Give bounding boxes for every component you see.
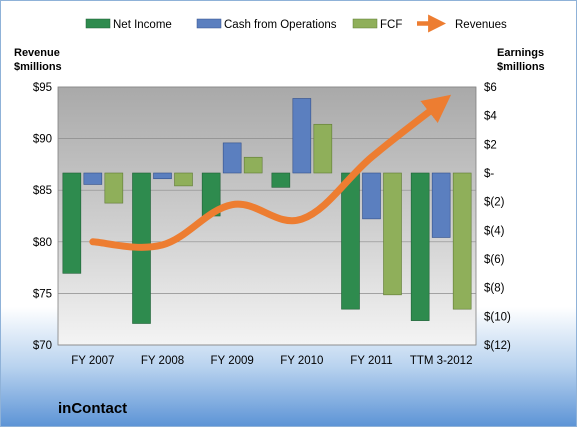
left-tick-label: $90	[33, 134, 52, 146]
right-axis-ticks: $6 $4 $2 $- $(2) $(4) $(6) $(8) $(10) $(12)	[484, 82, 511, 352]
right-tick-label: $(4)	[484, 225, 505, 237]
legend-label-cash-from-operations: Cash from Operations	[224, 19, 337, 31]
right-tick-label: $(12)	[484, 340, 511, 352]
bar-fcf-5	[452, 172, 472, 310]
right-tick-label: $(10)	[484, 311, 511, 323]
legend-label-net-income: Net Income	[113, 19, 172, 31]
legend-swatch-fcf	[352, 18, 378, 29]
grid-lines	[58, 86, 476, 346]
x-tick-label: FY 2007	[71, 355, 114, 367]
bar-cash-from-operations-1	[153, 172, 172, 180]
right-tick-label: $(6)	[484, 254, 505, 266]
bar-net-income-0	[62, 172, 82, 274]
x-tick-label: FY 2011	[350, 355, 392, 367]
bar-net-income-4	[341, 172, 360, 310]
left-tick-label: $85	[33, 185, 52, 197]
left-tick-label: $75	[33, 288, 52, 300]
bar-fcf-2	[243, 156, 263, 174]
x-tick-label: FY 2009	[211, 355, 254, 367]
bar-fcf-4	[383, 172, 402, 296]
legend-swatch-net-income	[85, 18, 111, 29]
company-name: inContact	[58, 400, 127, 417]
legend: Net Income Cash from Operations FCF Reve…	[85, 14, 507, 33]
bar-fcf-0	[104, 172, 124, 204]
left-axis-title-line2: $millions	[14, 61, 62, 73]
left-tick-label: $95	[33, 82, 52, 94]
bar-cash-from-operations-0	[83, 172, 103, 185]
x-axis-ticks: FY 2007 FY 2008 FY 2009 FY 2010 FY 2011 TTM 3…	[71, 355, 472, 367]
legend-label-fcf: FCF	[380, 19, 402, 31]
right-tick-label: $(2)	[484, 197, 505, 209]
bar-cash-from-operations-5	[431, 172, 451, 238]
bar-cash-from-operations-3	[292, 98, 312, 174]
bar-fcf-3	[313, 123, 333, 174]
bar-net-income-3	[271, 172, 291, 188]
bar-net-income-5	[410, 172, 430, 321]
right-axis-title-line2: $millions	[497, 61, 545, 73]
left-tick-label: $80	[33, 237, 52, 249]
revenue-line-path	[89, 94, 452, 251]
right-axis-title-line1: Earnings	[497, 47, 544, 59]
x-tick-label: FY 2008	[141, 355, 184, 367]
legend-label-revenues: Revenues	[455, 19, 507, 31]
legend-swatch-cash-from-operations	[196, 18, 222, 29]
x-tick-label: FY 2010	[280, 355, 323, 367]
x-tick-label: TTM 3-2012	[410, 355, 473, 367]
left-tick-label: $70	[33, 340, 52, 352]
left-axis-ticks: $70 $75 $80 $85 $90 $95	[33, 82, 52, 352]
bar-cash-from-operations-4	[362, 172, 381, 220]
bar-fcf-1	[174, 172, 193, 187]
bar-cash-from-operations-2	[222, 142, 242, 174]
right-tick-label: $-	[484, 168, 494, 180]
right-tick-label: $6	[484, 82, 497, 94]
right-tick-label: $2	[484, 139, 497, 151]
revenue-line	[89, 94, 452, 251]
bars	[62, 98, 472, 324]
right-tick-label: $(8)	[484, 283, 505, 295]
right-tick-label: $4	[484, 111, 497, 123]
left-axis-title-line1: Revenue	[14, 47, 60, 59]
